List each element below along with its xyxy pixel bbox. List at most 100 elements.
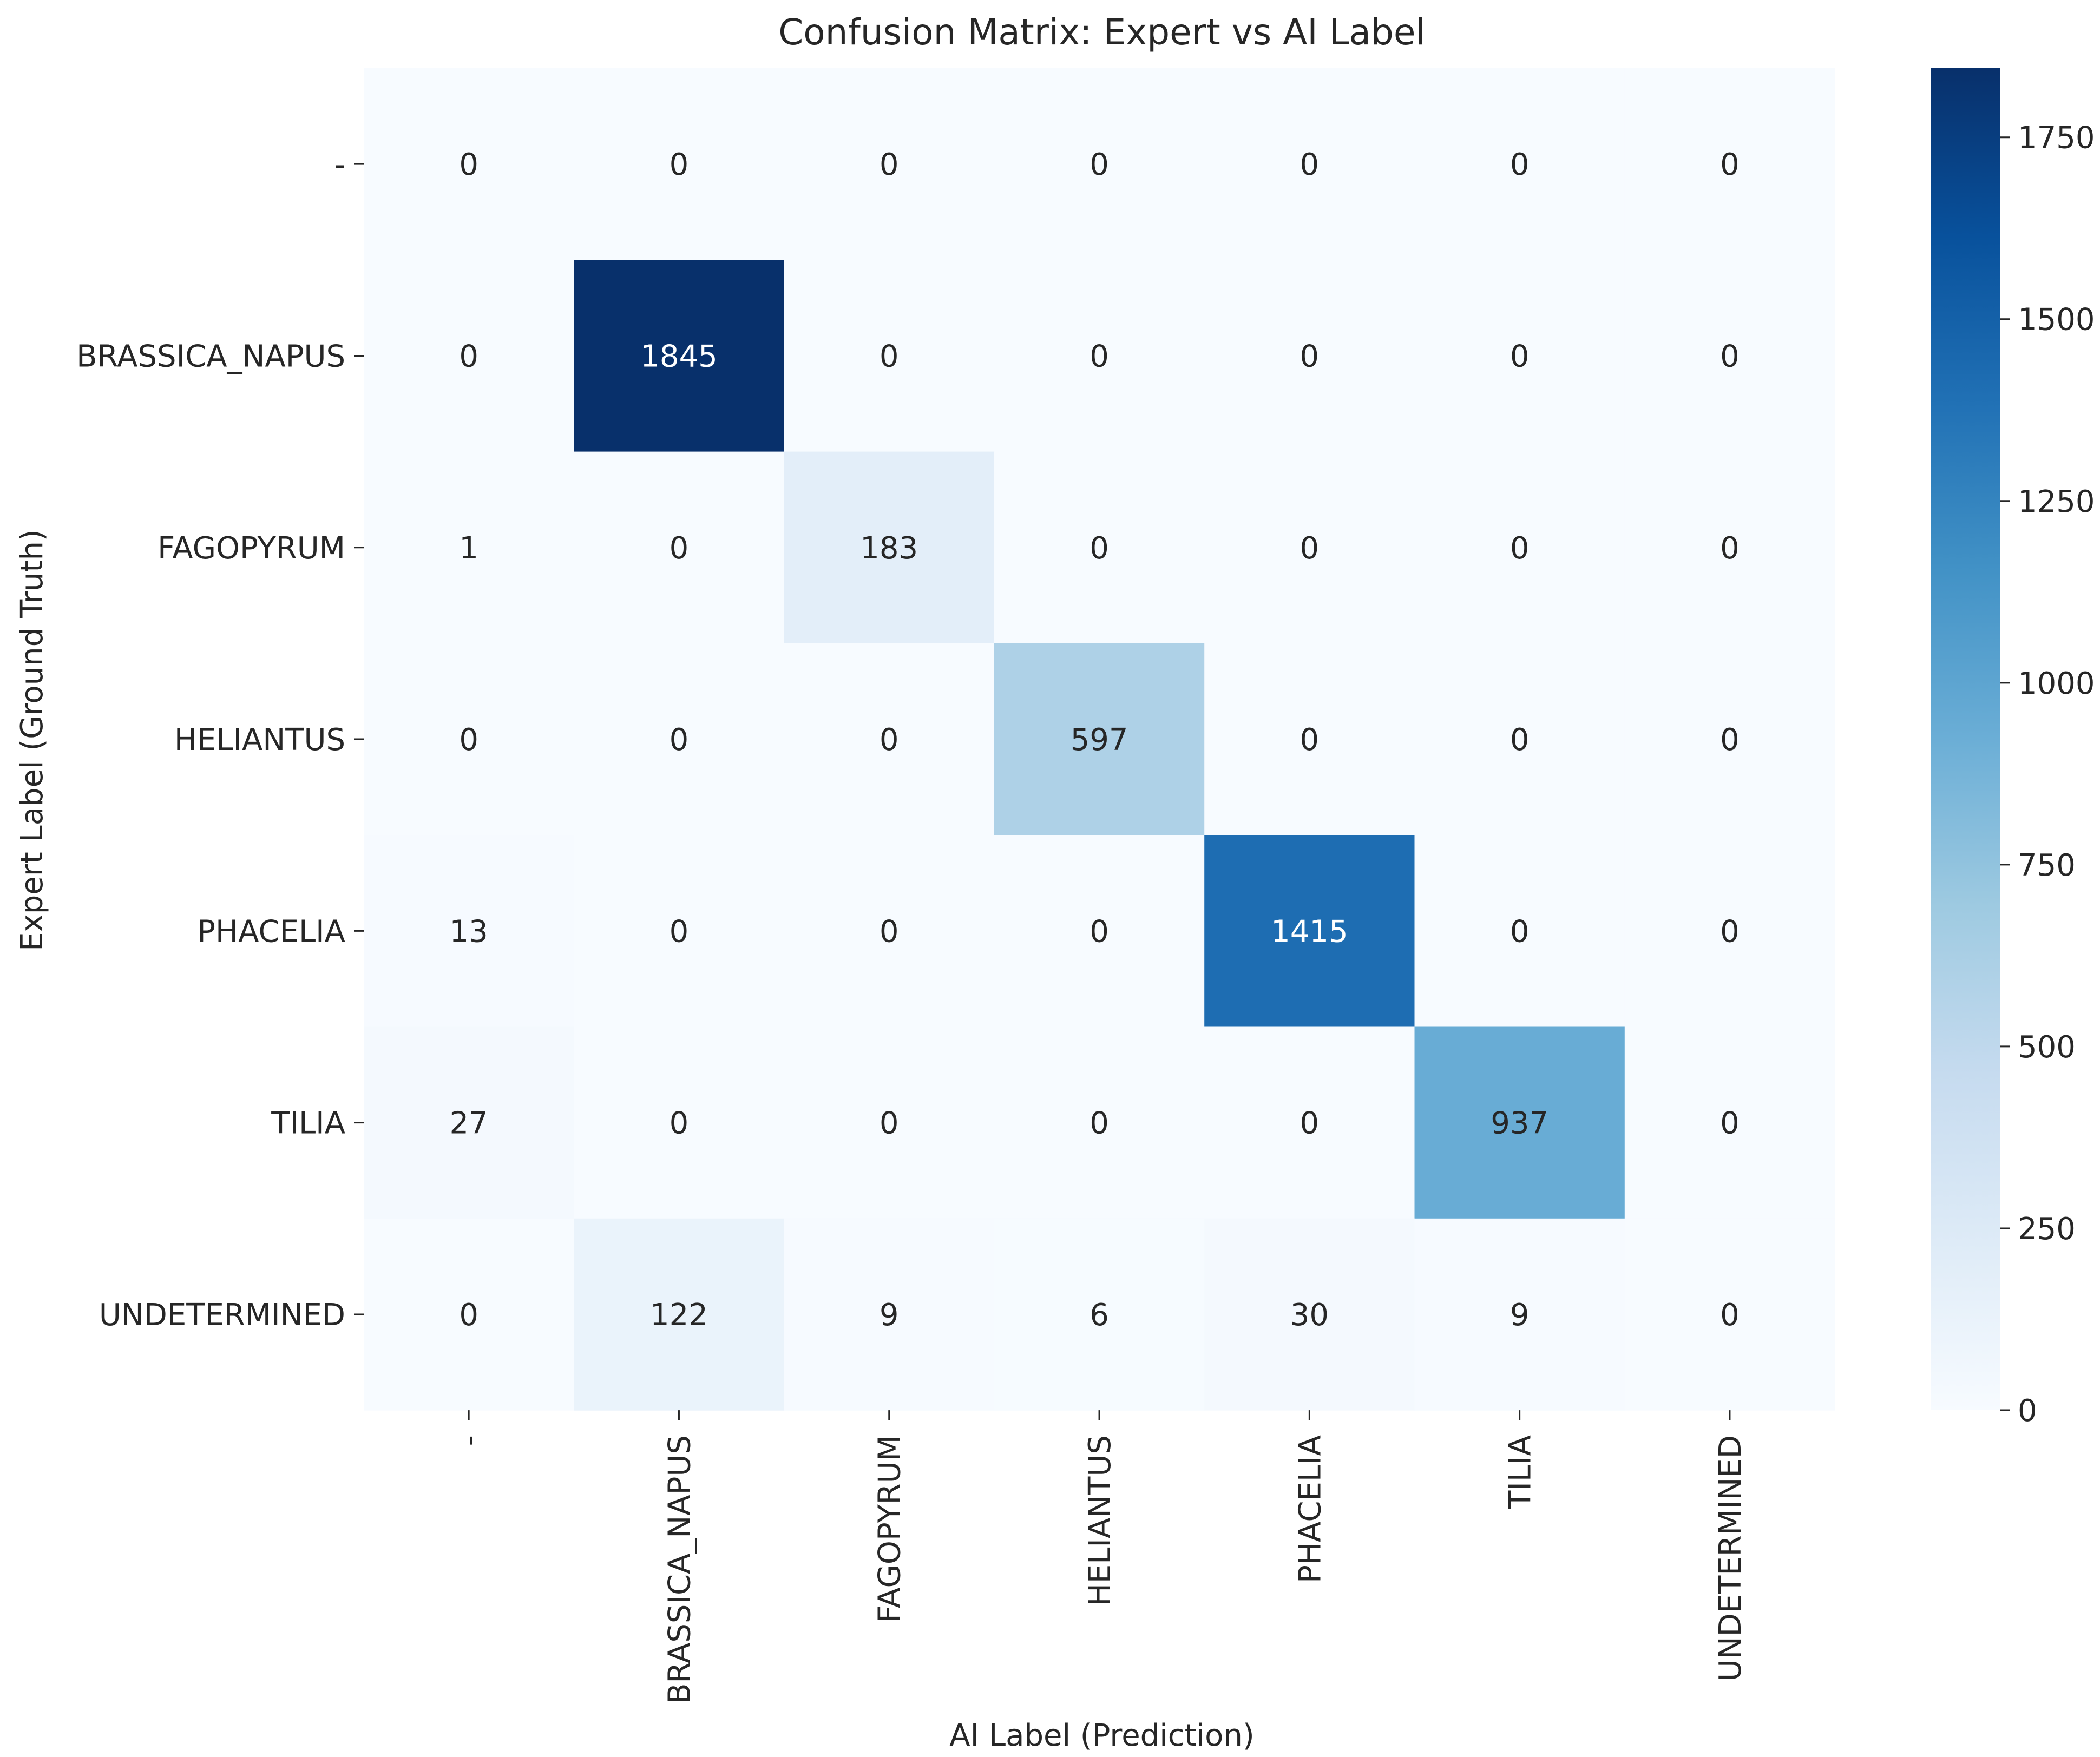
cell-value-label: 122 [650,1298,708,1333]
heatmap-cell [364,451,574,644]
cell-value-label: 0 [1090,531,1109,566]
cell-value-label: 30 [1290,1298,1329,1333]
heatmap-cell [574,1218,785,1411]
cell-value-label: 0 [670,147,689,182]
cell-value-label: 0 [1510,147,1530,182]
y-tick-label: BRASSICA_NAPUS [76,339,345,374]
heatmap-cell [364,835,574,1028]
heatmap-cell [1624,451,1835,644]
heatmap-cell [1414,643,1625,835]
heatmap-cell [1414,1218,1625,1411]
cell-value-label: 597 [1071,722,1128,758]
cell-value-label: 0 [670,722,689,758]
cell-value-label: 1845 [640,339,718,374]
heatmap-cell [574,835,785,1028]
heatmap-cell [1414,835,1625,1028]
cell-value-label: 0 [459,722,478,758]
cell-value-label: 183 [860,531,918,566]
x-tick-label: FAGOPYRUM [872,1435,908,1623]
cell-value-label: 13 [450,914,488,949]
heatmap-cell [364,1026,574,1219]
heatmap-cell [1414,1026,1625,1219]
x-tick-label: BRASSICA_NAPUS [662,1435,697,1704]
heatmap-cell [994,835,1205,1028]
x-tick-label: HELIANTUS [1082,1435,1118,1606]
cell-value-label: 27 [450,1106,488,1141]
heatmap-cell [1624,1026,1835,1219]
cell-value-label: 0 [1510,914,1530,949]
heatmap-cell [574,1026,785,1219]
y-tick-label: - [334,147,345,182]
heatmap-cell [1414,451,1625,644]
y-axis-label: Expert Label (Ground Truth) [15,529,50,951]
cell-value-label: 0 [459,339,478,374]
cell-value-label: 0 [459,147,478,182]
heatmap-cell [784,260,995,452]
colorbar-ticks: 0 250 500 750 1000 1250 1500 1750 [2000,121,2095,1429]
cell-value-label: 0 [1720,722,1740,758]
x-tick-label: TILIA [1503,1435,1538,1510]
cell-value-label: 0 [880,339,899,374]
cell-value-label: 0 [670,914,689,949]
heatmap-cell [1204,451,1415,644]
heatmap-cells [364,68,1835,1411]
colorbar-tick-label: 1750 [2018,121,2095,156]
heatmap-cell [364,68,574,260]
x-axis-label: AI Label (Prediction) [949,1718,1254,1753]
heatmap-cell [1624,835,1835,1028]
cell-value-label: 0 [880,722,899,758]
y-axis-ticks: - BRASSICA_NAPUS FAGOPYRUM HELIANTUS PHACELI… [76,147,364,1333]
cell-value-label: 6 [1090,1298,1109,1333]
cell-value-label: 0 [670,531,689,566]
heatmap-cell [994,1218,1205,1411]
y-tick-label: FAGOPYRUM [158,531,345,566]
cell-value-label: 0 [1300,722,1320,758]
heatmap-cell [784,451,995,644]
cell-value-label: 0 [1720,339,1740,374]
y-tick-label: UNDETERMINED [99,1298,345,1333]
cell-value-label: 0 [1300,1106,1320,1141]
heatmap-cell [574,643,785,835]
heatmap-cell [1204,1218,1415,1411]
heatmap-cell [784,643,995,835]
heatmap-cell [994,1026,1205,1219]
colorbar-tick-label: 750 [2018,848,2076,883]
heatmap-cell [784,68,995,260]
cell-value-label: 0 [1510,339,1530,374]
colorbar [1931,68,2000,1410]
heatmap-cell [1624,643,1835,835]
heatmap-cell [994,643,1205,835]
cell-value-label: 9 [880,1298,899,1333]
cell-value-label: 0 [880,147,899,182]
colorbar-tick-label: 0 [2018,1393,2037,1429]
heatmap-cell [364,260,574,452]
heatmap-cell [364,643,574,835]
heatmap-cell [364,1218,574,1411]
colorbar-tick-label: 500 [2018,1030,2076,1065]
cell-value-label: 0 [1720,147,1740,182]
cell-value-label: 0 [880,1106,899,1141]
cell-value-label: 9 [1510,1298,1530,1333]
cell-value-label: 0 [1720,914,1740,949]
x-tick-label: UNDETERMINED [1713,1435,1748,1681]
cell-value-label: 0 [1510,531,1530,566]
y-tick-label: HELIANTUS [174,722,345,758]
heatmap-cell [784,835,995,1028]
cell-value-label: 0 [1090,339,1109,374]
cell-value-label: 0 [1300,339,1320,374]
cell-value-label: 0 [1720,531,1740,566]
heatmap-cell [1204,643,1415,835]
heatmap-cell [1204,260,1415,452]
heatmap-cell [994,260,1205,452]
cell-value-label: 1415 [1271,914,1348,949]
cell-value-label: 937 [1491,1106,1548,1141]
colorbar-tick-label: 1250 [2018,484,2095,519]
heatmap-cell [1414,68,1625,260]
cell-value-label: 0 [670,1106,689,1141]
cell-value-label: 0 [459,1298,478,1333]
heatmap-cell [1624,260,1835,452]
colorbar-tick-label: 250 [2018,1212,2076,1247]
colorbar-tick-label: 1500 [2018,302,2095,338]
heatmap-cell [784,1026,995,1219]
